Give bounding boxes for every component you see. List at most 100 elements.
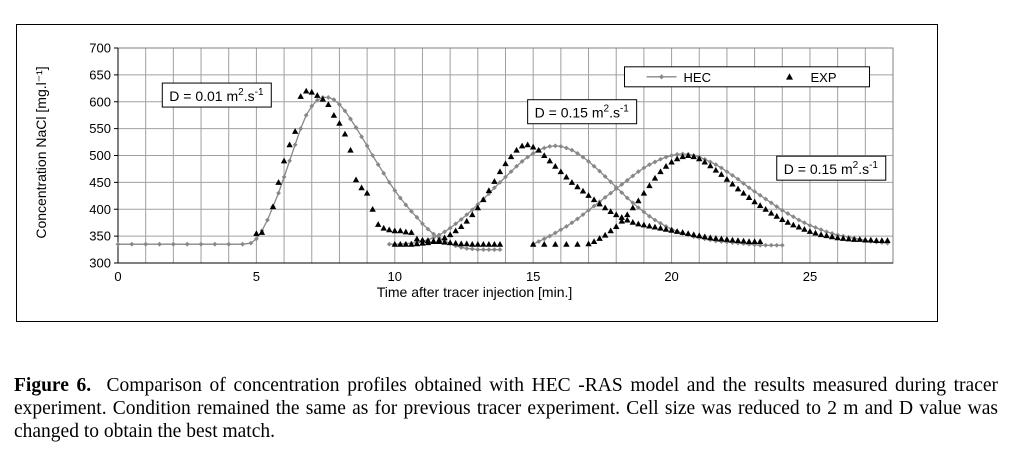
hec-point [575,150,580,156]
exp-point [275,179,282,185]
exp-point [574,183,581,190]
exp-point [651,174,659,181]
exp-point [668,227,675,233]
hec-point [763,196,769,202]
exp-point [386,226,393,233]
hec-point [541,236,547,242]
hec-point [552,230,558,236]
exp-point [635,197,642,204]
x-axis-label: Time after tracer injection [min.] [377,284,573,300]
y-axis-label: Concentration NaCl [mg.l⁻¹] [33,66,49,238]
exp-point [502,160,509,167]
hec-point [497,247,503,252]
exp-point [529,240,537,247]
exp-point [668,158,675,165]
exp-point [308,88,315,95]
hec-point [325,95,331,100]
exp-point [480,240,487,247]
hec-point [752,189,758,194]
exp-point [369,206,376,212]
hec-point [779,207,785,213]
exp-point [546,157,553,164]
exp-point [541,240,548,247]
x-tick-label: 15 [526,269,540,284]
hec-point [790,214,796,220]
exp-point [867,236,875,243]
hec-point [337,102,342,107]
exp-point [552,163,559,169]
hec-point [608,179,614,185]
exp-point [496,240,504,247]
x-tick-label: 10 [388,269,402,284]
hec-point [469,207,475,213]
hec-point [458,245,464,250]
hec-point [652,217,658,223]
exp-point [601,231,609,238]
exp-point [469,211,476,218]
hec-point [281,174,287,180]
exp-point [303,87,310,94]
exp-point [446,239,454,246]
exp-point [646,182,653,189]
hec-point [563,145,569,151]
exp-point [596,200,603,207]
hec-point [276,190,281,196]
hec-point [519,159,525,164]
hec-point [580,154,586,160]
exp-point [452,227,459,234]
hec-point [464,212,470,218]
hec-point [674,152,680,157]
hec-point [641,209,647,215]
exp-point [684,152,692,159]
exp-point [662,163,670,169]
hec-point [530,150,536,156]
exp-point [574,240,581,247]
hec-point [248,240,254,246]
exp-point [524,141,531,148]
exp-point [873,237,880,243]
hec-point [381,170,387,176]
annotation-box [776,155,887,181]
exp-point [751,238,758,245]
exp-point [596,235,603,241]
exp-point [745,194,753,200]
hec-point [198,241,204,247]
y-tick-label: 650 [89,67,111,82]
y-tick-label: 300 [89,256,111,271]
exp-point [718,235,725,242]
exp-point [712,166,720,173]
hec-point [129,241,135,247]
hec-point [552,143,558,149]
exp-point [347,146,354,153]
exp-point [402,240,410,247]
x-tick-label: 0 [114,269,121,284]
hec-point [469,246,475,252]
exp-point [756,202,764,209]
hec-point [508,169,514,175]
exp-point [341,130,349,137]
legend-hec-label: HEC [684,70,711,85]
exp-point [535,146,542,153]
hec-point [486,247,492,252]
hec-point [298,126,304,132]
hec-point [475,247,481,252]
exp-point [690,231,697,238]
exp-point [779,216,786,223]
hec-point [386,179,392,185]
hec-point [558,227,564,233]
hec-point [547,233,553,239]
exp-point [878,237,886,243]
hec-point [652,159,658,165]
hec-point [375,162,381,168]
exp-point [751,198,758,205]
exp-point [424,239,432,246]
exp-point [336,120,343,126]
hec-point [265,217,270,223]
exp-point [557,168,565,175]
exp-point [790,221,797,228]
exp-point [325,101,332,107]
hec-point [757,242,763,248]
exp-point [391,227,398,234]
exp-point [756,238,764,245]
exp-point [712,235,720,241]
